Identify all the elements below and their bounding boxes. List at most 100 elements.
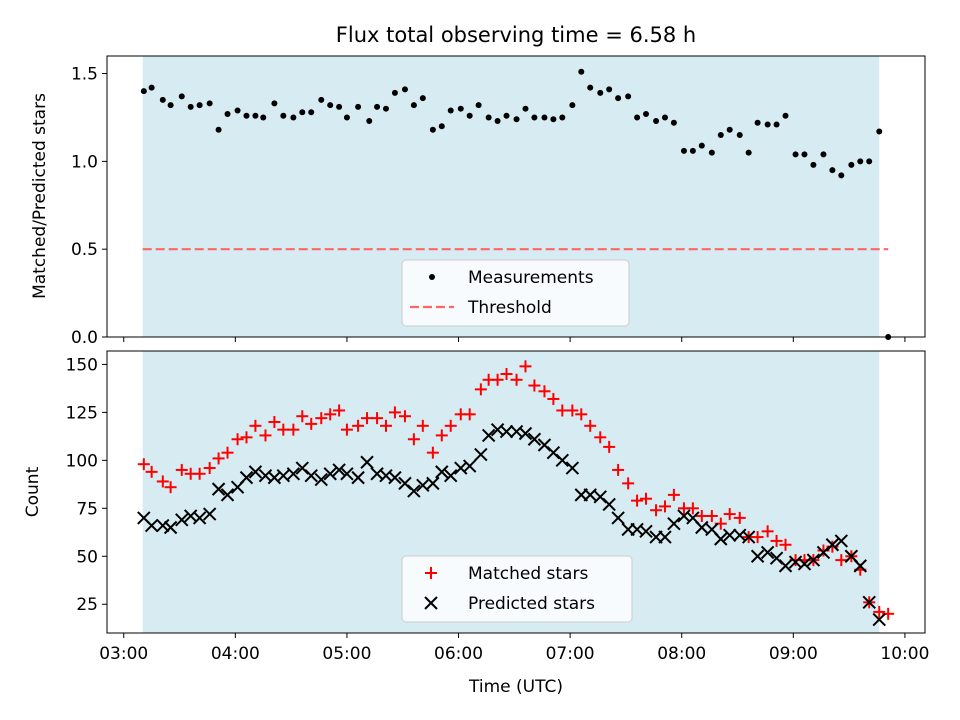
x-axis: 03:00 04:00 05:00 06:00 07:00 08:00 09:00 10:00 [99,633,929,664]
matched-stars-point [231,433,244,446]
bottom-axes-frame [106,350,926,634]
measurement-point [318,96,325,103]
x-tick-label: 10:00 [880,644,929,664]
measurement-point [299,109,306,116]
matched-stars-point [695,509,708,522]
matched-stars-point [566,404,579,417]
predicted-stars-point [156,518,170,533]
y-tick-label: 0.5 [71,240,98,260]
measurement-point [782,112,789,119]
measurement-point [167,102,174,109]
chart-title: Flux total observing time = 6.58 h [336,23,696,47]
matched-stars-point [658,500,671,513]
matched-stars-point [333,404,346,417]
measurement-point [578,68,585,75]
matched-stars-point [444,419,457,432]
measurements-series [140,68,892,340]
predicted-stars-point [797,557,812,571]
legend-threshold-label: Threshold [467,298,552,318]
predicted-stars-point [565,461,580,475]
matched-stars-point [612,463,625,476]
predicted-stars-point [323,467,337,481]
measurement-point [745,149,752,156]
measurement-point [234,107,241,114]
measurement-point [343,114,350,121]
bottom-legend-box [401,555,633,623]
matched-stars-point [416,419,429,432]
matched-stars-point [463,408,476,421]
predicted-stars-point [722,528,737,542]
predicted-stars-point [806,553,821,567]
measurement-point [419,95,426,102]
matched-stars-point [388,406,401,419]
predicted-stars-point [714,532,728,546]
measurement-point [597,89,604,96]
matched-stars-point [723,508,736,521]
measurement-point [643,110,650,117]
predicted-stars-point [834,534,849,548]
measurement-point [336,103,343,110]
predicted-stars-point [658,530,672,544]
legend-measurements-label: Measurements [468,268,594,288]
x-tick-label: 03:00 [99,644,148,664]
measurement-point [615,95,622,102]
matched-stars-point [145,465,158,478]
predicted-stars-point [555,453,570,468]
matched-stars-point [352,419,365,432]
predicted-stars-point [304,468,318,483]
matched-stars-point [705,509,718,522]
x-tick-label: 05:00 [322,644,371,664]
predicted-stars-point [192,511,207,525]
matched-stars-point [371,412,384,425]
predicted-stars-point [407,484,421,498]
matched-stars-point [491,373,504,386]
measurement-point [391,89,398,96]
measurement-point [159,96,166,103]
predicted-stars-point [741,530,756,544]
predicted-stars-point [872,612,886,627]
measurement-point [308,109,315,116]
measurement-point [178,93,185,100]
predicted-stars-point [360,455,374,469]
legend-predicted-marker [424,596,438,610]
measurement-point [513,116,520,123]
measurement-point [634,114,641,121]
y-tick-label: 125 [66,403,98,423]
measurement-point [531,114,538,121]
measurement-point [689,147,696,154]
predicted-stars-point [760,545,775,560]
measurement-point [187,103,194,110]
predicted-stars-point [239,470,254,485]
measurement-point [280,112,287,119]
predicted-stars-point [862,595,876,610]
measurement-point [206,100,213,107]
measurement-point [670,119,677,126]
matched-stars-point [474,383,487,396]
matched-stars-point [584,419,597,432]
measurement-point [866,158,873,165]
measurement-point [447,107,454,114]
measurement-point [429,126,436,133]
top-y-axis-label: Matched/Predicted stars [30,93,50,299]
measurement-point [550,116,557,123]
measurement-point [726,126,733,133]
matched-stars-point [212,452,225,465]
predicted-stars-point [351,470,365,485]
predicted-stars-point [667,516,681,531]
measurement-point [148,84,155,91]
matched-stars-point [340,423,353,436]
matched-stars-point [193,467,206,480]
measurement-point [559,114,566,121]
x-tick-label: 04:00 [211,644,260,664]
predicted-stars-point [426,476,440,491]
matched-stars-point [249,419,262,432]
bottom-y-axis: 25 50 75 100 125 150 [66,355,107,615]
predicted-stars-point [462,459,477,473]
measurement-point [773,121,780,128]
measurement-point [764,121,771,128]
x-tick-label: 07:00 [546,644,595,664]
measurement-point [848,161,855,168]
y-tick-label: 100 [66,451,98,471]
predicted-stars-point [248,465,263,479]
